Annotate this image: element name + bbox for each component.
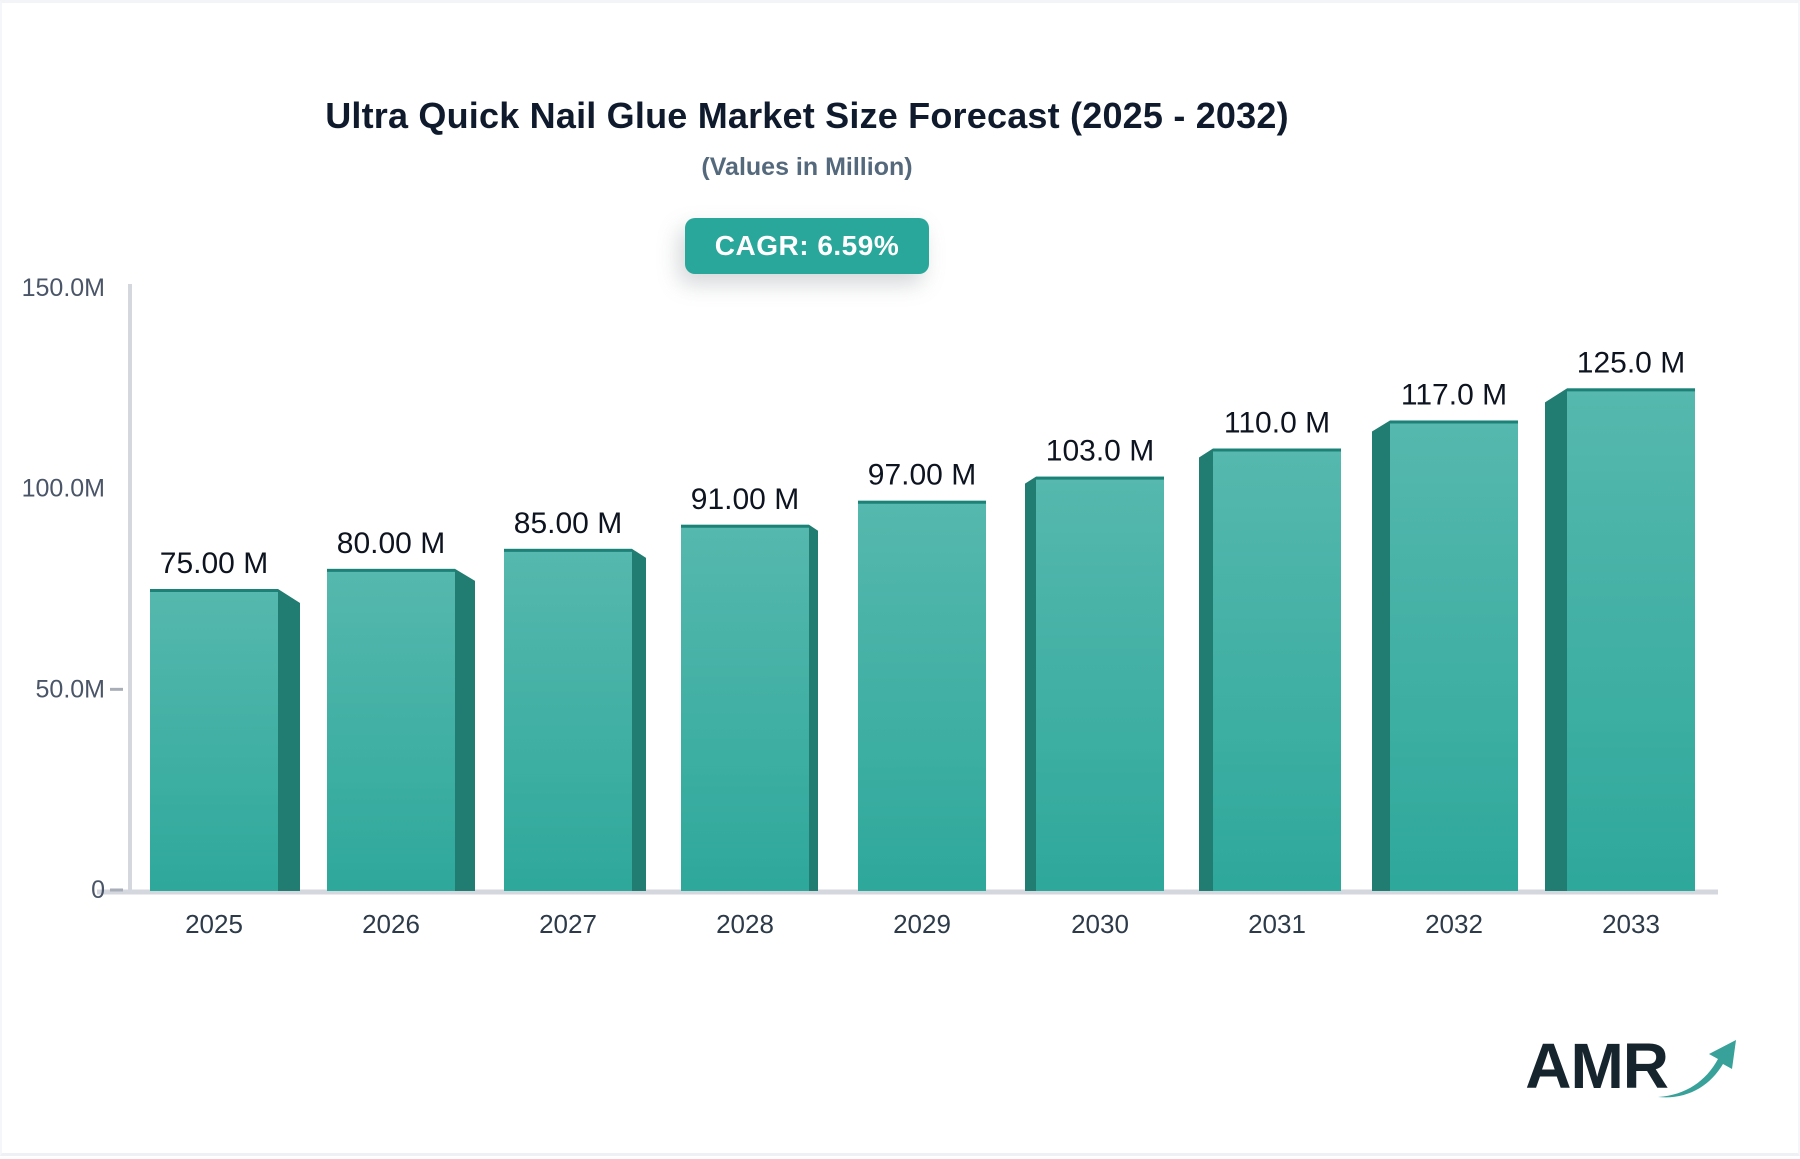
bar-front-face bbox=[150, 589, 278, 891]
y-tick-label: 100.0M bbox=[22, 475, 105, 503]
bar-value-label: 125.0 M bbox=[1577, 346, 1685, 379]
bar-value-label: 91.00 M bbox=[691, 483, 799, 516]
x-tick-label: 2031 bbox=[1248, 909, 1306, 939]
bar-side-face bbox=[278, 589, 300, 891]
y-tick-label: 150.0M bbox=[22, 274, 105, 302]
y-tick-label: 0 bbox=[91, 876, 105, 904]
bar-front-face bbox=[858, 500, 986, 891]
x-tick-label: 2030 bbox=[1071, 909, 1129, 939]
bar-value-label: 97.00 M bbox=[868, 459, 976, 492]
chart-title: Ultra Quick Nail Glue Market Size Foreca… bbox=[325, 95, 1289, 136]
bar-front-face bbox=[504, 548, 632, 891]
bar-2025: 75.00 M 2025 bbox=[150, 547, 300, 939]
bar-2028: 91.00 M 2028 bbox=[681, 483, 818, 939]
chart-header: Ultra Quick Nail Glue Market Size Foreca… bbox=[2, 95, 1612, 274]
bar-side-face bbox=[1372, 420, 1390, 891]
x-tick-label: 2025 bbox=[185, 909, 243, 939]
amr-logo-text: AMR bbox=[1525, 1030, 1669, 1102]
bar-2026: 80.00 M 2026 bbox=[327, 527, 475, 939]
bar-2029: 97.00 M 2029 bbox=[858, 459, 986, 939]
bar-value-label: 117.0 M bbox=[1401, 378, 1507, 411]
bar-value-label: 110.0 M bbox=[1224, 407, 1330, 440]
bar-side-face bbox=[1025, 476, 1036, 891]
x-tick-label: 2026 bbox=[362, 909, 420, 939]
x-tick-label: 2028 bbox=[716, 909, 774, 939]
bar-value-label: 85.00 M bbox=[514, 507, 622, 540]
x-tick-label: 2032 bbox=[1425, 909, 1483, 939]
bar-side-face bbox=[455, 568, 475, 891]
chart-subtitle: (Values in Million) bbox=[701, 153, 913, 181]
y-axis-labels: 150.0M 100.0M 50.0M 0 bbox=[22, 274, 123, 904]
bar-2031: 110.0 M 2031 bbox=[1199, 407, 1341, 939]
bar-2032: 117.0 M 2032 bbox=[1372, 378, 1518, 939]
bar-value-label: 75.00 M bbox=[160, 547, 268, 580]
bar-2030: 103.0 M 2030 bbox=[1025, 435, 1164, 939]
bar-2033: 125.0 M 2033 bbox=[1545, 346, 1695, 939]
bar-side-face bbox=[632, 548, 646, 891]
bar-2027: 85.00 M 2027 bbox=[504, 507, 646, 939]
cagr-badge: CAGR: 6.59% bbox=[684, 218, 930, 274]
growth-arrow-icon bbox=[1658, 1040, 1736, 1098]
bar-front-face bbox=[1213, 448, 1341, 891]
x-tick-label: 2029 bbox=[893, 909, 951, 939]
x-tick-label: 2027 bbox=[539, 909, 597, 939]
bar-value-label: 103.0 M bbox=[1046, 435, 1154, 468]
x-tick-label: 2033 bbox=[1602, 909, 1660, 939]
amr-logo: AMR bbox=[1525, 1027, 1740, 1105]
bar-front-face bbox=[327, 568, 455, 891]
bar-side-face bbox=[1545, 388, 1567, 891]
bar-front-face bbox=[681, 524, 809, 891]
bar-front-face bbox=[1567, 388, 1695, 891]
bar-side-face bbox=[809, 524, 818, 891]
y-tick-label: 50.0M bbox=[36, 675, 105, 703]
bar-front-face bbox=[1390, 420, 1518, 891]
bar-value-label: 80.00 M bbox=[337, 527, 445, 560]
bar-front-face bbox=[1036, 476, 1164, 891]
axes bbox=[97, 284, 1718, 895]
bar-side-face bbox=[1199, 448, 1213, 891]
bar-chart: 150.0M 100.0M 50.0M 0 75.00 M 2025 80.00 M 2026… bbox=[22, 274, 1718, 939]
